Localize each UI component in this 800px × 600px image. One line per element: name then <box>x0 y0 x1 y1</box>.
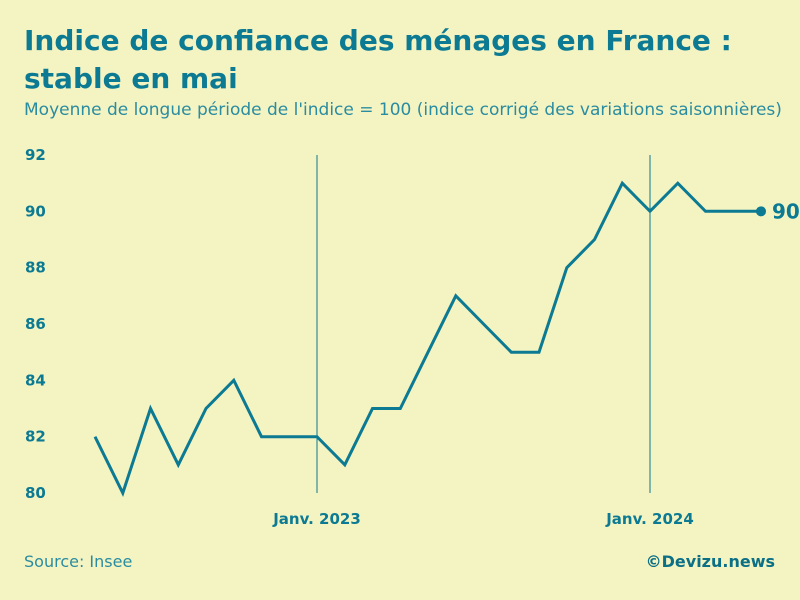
credit-link[interactable]: ©Devizu.news <box>645 552 775 571</box>
y-axis: 80 82 84 86 88 90 92 <box>25 146 46 502</box>
y-tick-label: 92 <box>25 146 46 164</box>
y-tick-label: 86 <box>25 315 46 333</box>
y-tick-label: 90 <box>25 202 46 220</box>
x-axis: Janv. 2023 Janv. 2024 <box>272 155 694 528</box>
x-tick-label: Janv. 2023 <box>272 510 361 528</box>
y-tick-label: 88 <box>25 259 46 277</box>
source-note: Source: Insee <box>24 552 133 571</box>
y-tick-label: 80 <box>25 484 46 502</box>
chart-title: Indice de confiance des ménages en Franc… <box>24 24 732 95</box>
series-layer: 90 <box>93 180 800 497</box>
last-value-label: 90 <box>772 199 800 223</box>
y-tick-label: 82 <box>25 428 46 446</box>
series-line <box>93 180 761 497</box>
y-tick-label: 84 <box>25 371 46 389</box>
chart-subtitle: Moyenne de longue période de l'indice = … <box>24 100 782 120</box>
x-tick-label: Janv. 2024 <box>605 510 694 528</box>
line-chart: 80 82 84 86 88 90 92 Janv. 2023 Janv. 2024 90 <box>25 146 800 528</box>
last-point-marker <box>756 206 766 217</box>
